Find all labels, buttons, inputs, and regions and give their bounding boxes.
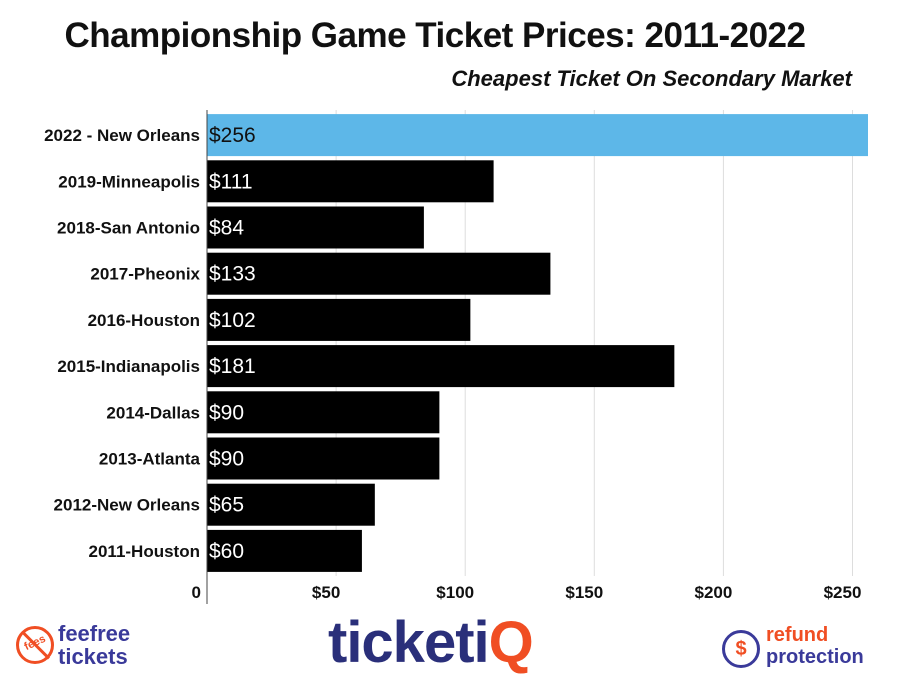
bar — [207, 160, 494, 203]
feefree-line2: tickets — [58, 644, 128, 669]
category-label: 2017-Pheonix — [90, 265, 200, 284]
no-fees-icon: fees — [16, 626, 54, 664]
data-label: $60 — [209, 540, 244, 563]
x-tick-label: $150 — [565, 583, 603, 602]
refund-line2: protection — [766, 646, 864, 668]
category-label: 2016-Houston — [88, 311, 200, 330]
data-label: $84 — [209, 217, 244, 240]
bar — [207, 345, 675, 388]
bar — [207, 114, 868, 157]
data-label: $90 — [209, 448, 244, 471]
data-label: $65 — [209, 494, 244, 517]
x-tick-label: 0 — [192, 583, 201, 602]
bar — [207, 483, 375, 526]
category-labels: 2022 - New Orleans 2019-Minneapolis 2018-S… — [44, 126, 200, 561]
chart-subtitle: Cheapest Ticket On Secondary Market — [451, 66, 852, 91]
category-label: 2011-Houston — [89, 542, 200, 561]
category-label: 2015-Indianapolis — [57, 357, 200, 376]
bar — [207, 252, 551, 295]
refund-wordmark: refund protection — [766, 624, 864, 668]
bar-chart: 2022 - New Orleans 2019-Minneapolis 2018-S… — [44, 110, 868, 604]
category-label: 2022 - New Orleans — [44, 126, 200, 145]
category-label: 2018-San Antonio — [57, 219, 200, 238]
bar — [207, 437, 440, 480]
category-label: 2014-Dallas — [106, 403, 200, 422]
data-label: $256 — [209, 124, 256, 147]
feefree-tickets-logo: fees feefree tickets — [14, 622, 164, 672]
bar — [207, 529, 362, 572]
data-label: $102 — [209, 309, 256, 332]
data-label: $181 — [209, 355, 256, 378]
dollar-refund-icon: $ — [722, 630, 760, 668]
bars — [207, 114, 868, 572]
bar — [207, 298, 471, 341]
ticketiq-q-accent: Q — [488, 610, 534, 675]
refund-protection-logo: $ refund protection — [720, 624, 895, 674]
x-tick-label: $50 — [312, 583, 340, 602]
x-tick-label: $100 — [436, 583, 474, 602]
data-label: $111 — [209, 170, 253, 193]
data-label: $133 — [209, 263, 256, 286]
x-tick-label: $200 — [694, 583, 732, 602]
category-label: 2013-Atlanta — [99, 450, 201, 469]
refund-line1: refund — [766, 624, 829, 646]
ticketiq-logo: ticketiQ — [328, 610, 534, 675]
category-label: 2019-Minneapolis — [58, 172, 200, 191]
chart-title: Championship Game Ticket Prices: 2011-20… — [64, 16, 806, 55]
bar — [207, 391, 440, 434]
x-tick-label: $250 — [824, 583, 862, 602]
bar — [207, 206, 424, 249]
data-labels: $256 $111 $84 $133 $102 $181 $90 $90 $65 $60 — [209, 124, 256, 563]
feefree-line1: feefree — [58, 621, 131, 646]
ticketiq-wordmark: ticketi — [328, 610, 490, 675]
feefree-wordmark: feefree tickets — [58, 622, 130, 668]
data-label: $90 — [209, 401, 244, 424]
category-label: 2012-New Orleans — [54, 496, 200, 515]
x-tick-labels: 0 $50 $100 $150 $200 $250 — [192, 583, 862, 602]
